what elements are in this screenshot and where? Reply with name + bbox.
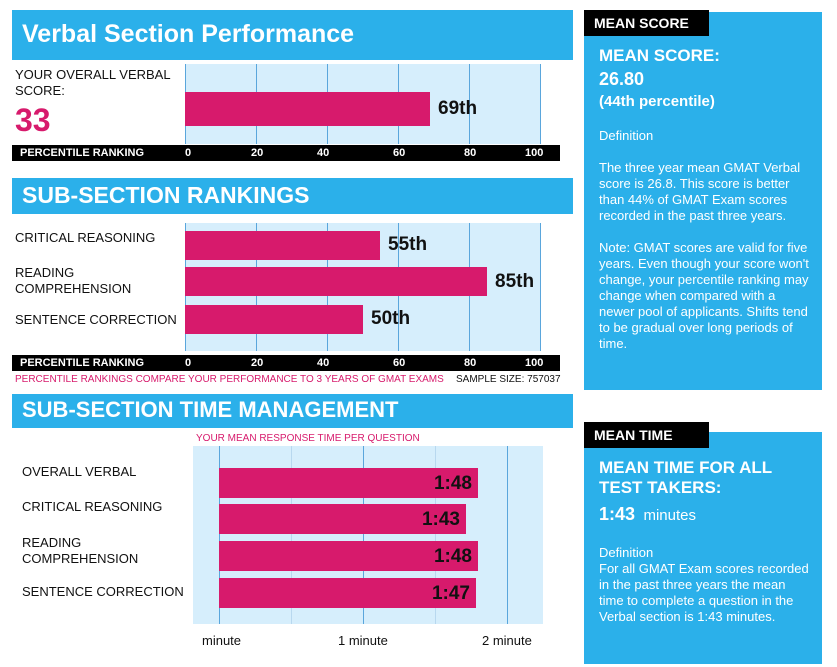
tick-label: 40 [317,357,330,369]
percentile-axis: PERCENTILE RANKING 0 20 40 60 80 100 [12,355,560,371]
mean-score-note-text: Note: GMAT scores are valid for five yea… [599,240,809,351]
tick-label: 100 [525,147,544,159]
gridline [291,446,292,624]
verbal-title-bar: Verbal Section Performance [12,10,573,60]
mean-time-unit: minutes [643,507,697,524]
mean-score-panel: MEAN SCORE MEAN SCORE: 26.80 (44th perce… [584,10,822,390]
time-chart: 1:48 1:43 1:48 1:47 [193,446,543,624]
gridline [219,446,220,624]
time-title: SUB-SECTION TIME MANAGEMENT [22,397,399,422]
time-title-bar: SUB-SECTION TIME MANAGEMENT [12,394,573,428]
time-value: 1:48 [433,473,472,494]
tick-label: 80 [464,357,477,369]
bar-reading-comprehension [185,267,487,296]
tick-label: 60 [393,147,406,159]
mean-time-definition-text: For all GMAT Exam scores recorded in the… [599,561,809,624]
time-axis-tick: minute [202,633,242,648]
category-label: CRITICAL REASONING [15,230,156,245]
time-category-label: SENTENCE CORRECTION [22,584,184,599]
axis-title: PERCENTILE RANKING [20,147,145,159]
time-value: 1:48 [433,546,472,567]
time-bar-overall-verbal: 1:48 [219,468,478,498]
mean-time-tab: MEAN TIME [584,422,709,448]
gridline [507,446,508,624]
time-axis-tick: 1 minute [338,633,388,648]
tick-label: 100 [525,357,544,369]
gridline [540,223,541,351]
percentile-footnote: PERCENTILE RANKINGS COMPARE YOUR PERFORM… [15,374,444,385]
time-category-label: CRITICAL REASONING [22,499,163,514]
time-bar-sentence-correction: 1:47 [219,578,476,608]
overall-score-value: 33 [15,102,51,138]
tick-label: 60 [393,357,406,369]
gridline [435,446,436,624]
mean-score-definition-label: Definition [599,128,654,143]
verbal-chart: 69th [185,64,541,144]
gridline [540,64,541,144]
tick-label: 40 [317,147,330,159]
reading-comprehension-percentile: 85th [495,271,535,292]
mean-time-panel: MEAN TIME MEAN TIME FOR ALL TEST TAKERS:… [584,422,822,664]
subsection-chart: 55th 85th 50th [185,223,541,351]
time-category-label: OVERALL VERBAL [22,464,137,479]
mean-time-heading: MEAN TIME FOR ALL TEST TAKERS: [599,458,772,497]
sample-size: SAMPLE SIZE: 757037 [456,374,561,385]
time-bar-critical-reasoning: 1:43 [219,504,466,534]
subsection-title: SUB-SECTION RANKINGS [22,182,310,208]
time-value: 1:47 [431,583,470,604]
bar-overall-verbal [185,92,430,126]
mean-time-value: 1:43 [599,504,636,524]
time-category-label: READING COMPREHENSION [22,535,139,566]
tick-label: 80 [464,147,477,159]
gridline [363,446,364,624]
verbal-title: Verbal Section Performance [22,20,355,48]
tick-label: 20 [251,357,264,369]
bar-critical-reasoning [185,231,380,260]
tick-label: 0 [185,147,192,159]
time-bar-reading-comprehension: 1:48 [219,541,478,571]
mean-time-definition-label: Definition [599,545,654,560]
tick-label: 0 [185,357,192,369]
critical-reasoning-percentile: 55th [388,234,428,255]
time-axis-tick: 2 minute [482,633,532,648]
axis-title: PERCENTILE RANKING [20,357,145,369]
percentile-axis: PERCENTILE RANKING 0 20 40 60 80 100 [12,145,560,161]
bar-sentence-correction [185,305,363,334]
mean-score-tab: MEAN SCORE [584,10,709,36]
category-label: READING COMPREHENSION [15,265,132,296]
mean-score-value: 26.80 [599,69,645,89]
time-value: 1:43 [421,509,460,530]
sentence-correction-percentile: 50th [371,308,411,329]
overall-score-label: YOUR OVERALL VERBAL SCORE: [15,67,171,98]
tick-label: 20 [251,147,264,159]
category-label: SENTENCE CORRECTION [15,312,177,327]
overall-percentile-label: 69th [438,98,478,119]
mean-score-heading: MEAN SCORE: [599,46,720,65]
mean-score-percentile: (44th percentile) [599,93,715,110]
subsection-title-bar: SUB-SECTION RANKINGS [12,178,573,214]
time-caption: YOUR MEAN RESPONSE TIME PER QUESTION [196,433,420,444]
gridline [469,64,470,144]
mean-score-definition-text: The three year mean GMAT Verbal score is… [599,160,801,223]
